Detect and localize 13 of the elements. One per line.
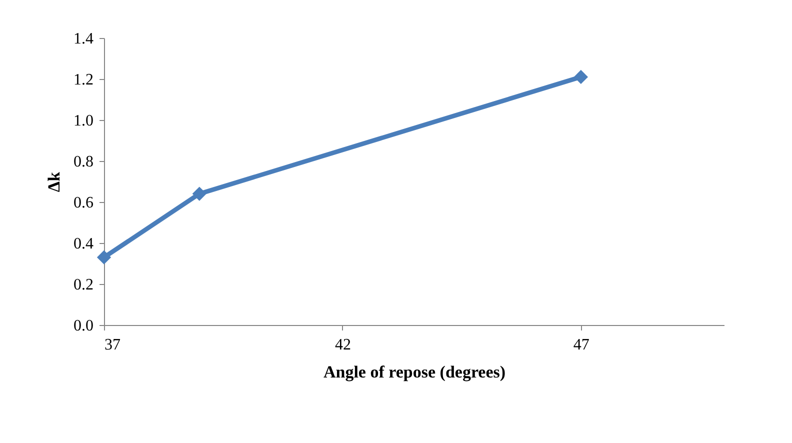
y-tick-label: 1.2 [74, 72, 94, 88]
y-tick-label: 1.0 [74, 112, 94, 130]
y-tick-label: 0.2 [74, 276, 94, 294]
x-tick-label: 37 [104, 336, 120, 354]
y-tick-label: 0.8 [74, 154, 94, 170]
y-tick-label: 0.0 [74, 318, 94, 334]
y-tick-label: 1.4 [74, 30, 94, 48]
x-tick-label: 42 [334, 336, 351, 354]
y-axis-title: Δk [44, 171, 64, 192]
y-tick-label: 0.4 [74, 236, 94, 252]
x-tick-label: 47 [573, 336, 590, 354]
y-tick-label: 0.6 [74, 194, 94, 212]
x-axis-title: Angle of repose (degrees) [323, 362, 506, 382]
